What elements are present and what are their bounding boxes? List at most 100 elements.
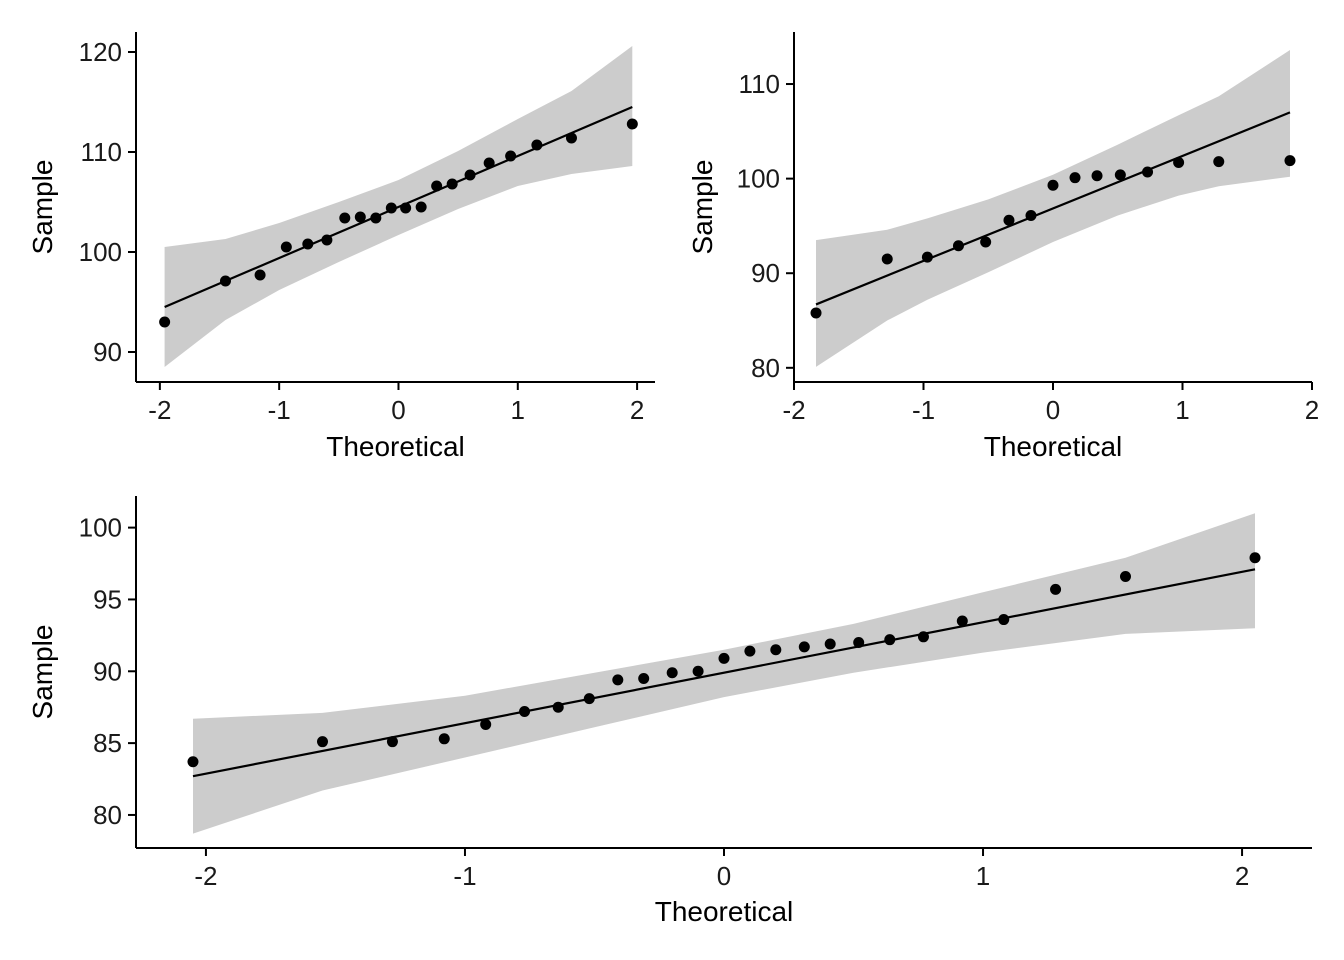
data-point [980, 236, 992, 248]
data-point [400, 202, 412, 214]
data-point [810, 307, 822, 319]
data-point [881, 253, 893, 265]
data-point [321, 234, 333, 246]
data-point [798, 641, 810, 653]
x-tick-label: 2 [1305, 395, 1319, 425]
data-point [1091, 170, 1103, 182]
data-point [254, 269, 266, 281]
data-point [415, 201, 427, 213]
data-point [956, 615, 968, 627]
data-point [1249, 552, 1261, 564]
data-point [638, 672, 650, 684]
y-tick-label: 120 [79, 37, 122, 67]
y-tick-label: 90 [93, 337, 122, 367]
qq-plot-panel-top-left: -2 -1 0 1 2 90 100 110 120 Theoretical Sample [27, 32, 655, 462]
x-tick-label: 0 [717, 861, 731, 891]
y-tick-label: 90 [751, 258, 780, 288]
data-point [853, 637, 865, 649]
data-point [1142, 166, 1154, 178]
data-point [519, 706, 531, 718]
data-point [187, 756, 199, 768]
reference-line [815, 111, 1291, 306]
data-point [952, 240, 964, 252]
data-point [464, 169, 476, 181]
data-point [1025, 210, 1037, 222]
data-point [1173, 157, 1185, 169]
data-point [718, 652, 730, 664]
data-point [317, 736, 329, 748]
data-point [824, 638, 836, 650]
data-point [552, 701, 564, 713]
data-point [1284, 155, 1296, 167]
x-tick-label: -1 [268, 395, 291, 425]
y-tick-label: 90 [93, 656, 122, 686]
reference-line [192, 568, 1256, 778]
data-point [483, 157, 495, 169]
data-point [386, 736, 398, 748]
x-tick-label: 1 [1175, 395, 1189, 425]
qq-plot-panel-top-right: -2 -1 0 1 2 80 90 100 110 Theoretical Sample [687, 32, 1319, 462]
reference-line [164, 105, 633, 309]
data-point [1213, 156, 1225, 168]
data-point [565, 132, 577, 144]
data-point [431, 180, 443, 192]
data-point [1050, 583, 1062, 595]
x-tick-label: -2 [194, 861, 217, 891]
x-tick-label: -2 [148, 395, 171, 425]
data-point [884, 634, 896, 646]
data-point [219, 275, 231, 287]
x-tick-label: 1 [511, 395, 525, 425]
data-point [531, 139, 543, 151]
data-point [1069, 172, 1081, 184]
y-axis-title: Sample [687, 160, 718, 255]
data-point [998, 614, 1010, 626]
y-tick-label: 110 [739, 69, 780, 99]
x-tick-label: -2 [782, 395, 805, 425]
y-tick-label: 100 [79, 237, 122, 267]
x-tick-label: 2 [630, 395, 644, 425]
data-point [744, 645, 756, 657]
x-tick-label: 0 [391, 395, 405, 425]
data-point [280, 241, 292, 253]
data-point [692, 665, 704, 677]
data-point [583, 693, 595, 705]
y-axis-title: Sample [27, 625, 58, 720]
data-point [1047, 179, 1059, 191]
data-point [612, 674, 624, 686]
data-point [302, 238, 314, 250]
y-tick-label: 100 [79, 513, 122, 543]
y-tick-label: 80 [93, 800, 122, 830]
data-point [505, 150, 517, 162]
y-tick-label: 110 [81, 137, 122, 167]
x-tick-label: 2 [1235, 861, 1249, 891]
data-point [438, 733, 450, 745]
data-point [1119, 570, 1131, 582]
data-point [1003, 214, 1015, 226]
data-point [626, 118, 638, 130]
y-tick-label: 100 [737, 164, 780, 194]
y-tick-label: 85 [93, 728, 122, 758]
x-tick-label: -1 [453, 861, 476, 891]
x-axis-title: Theoretical [984, 431, 1123, 462]
data-point [917, 631, 929, 643]
data-point [370, 212, 382, 224]
data-point [339, 212, 351, 224]
data-point [480, 718, 492, 730]
data-point [446, 178, 458, 190]
y-tick-label: 95 [93, 584, 122, 614]
data-point [770, 644, 782, 656]
qq-plot-panel-bottom: -2 -1 0 1 2 80 85 90 95 100 Theoretical Sample [27, 496, 1312, 927]
x-axis-title: Theoretical [655, 896, 794, 927]
data-point [159, 316, 171, 328]
x-tick-label: -1 [912, 395, 935, 425]
x-tick-label: 0 [1046, 395, 1060, 425]
x-axis-title: Theoretical [326, 431, 465, 462]
y-axis-title: Sample [27, 160, 58, 255]
data-point [385, 202, 397, 214]
data-point [1114, 169, 1126, 181]
data-point [666, 667, 678, 679]
x-tick-label: 1 [976, 861, 990, 891]
y-tick-label: 80 [751, 353, 780, 383]
data-point [921, 251, 933, 263]
